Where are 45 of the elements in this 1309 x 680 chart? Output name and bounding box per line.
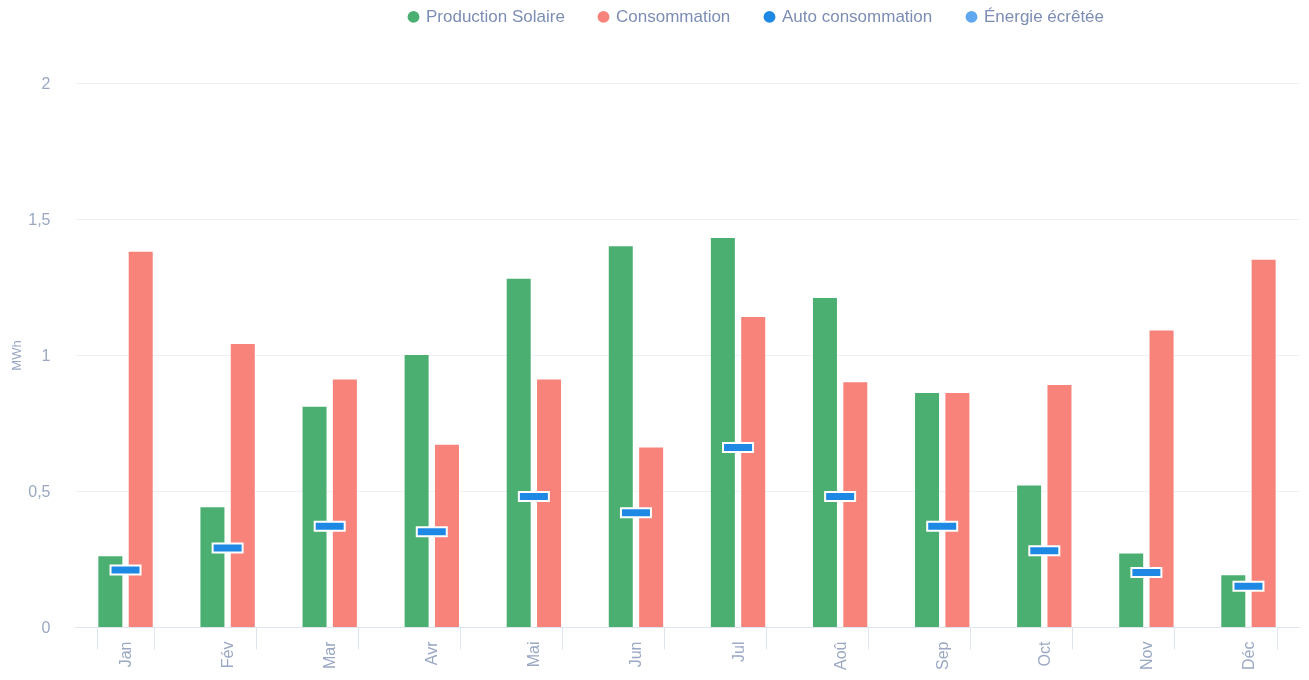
- bar: [1149, 330, 1174, 627]
- x-tick-label: Jul: [729, 641, 747, 662]
- bar: [639, 447, 664, 627]
- y-tick-label: 1: [41, 346, 51, 364]
- bar: [1251, 259, 1276, 627]
- bar: [812, 297, 837, 627]
- bar: [128, 251, 153, 627]
- legend-label: Consommation: [616, 6, 731, 26]
- x-tick-label: Avr: [423, 640, 441, 666]
- legend-label: Auto consommation: [782, 6, 933, 26]
- bar: [1119, 553, 1144, 627]
- bar: [302, 406, 327, 627]
- bar: [230, 344, 255, 627]
- y-tick-label: 0: [41, 618, 51, 636]
- bar: [945, 393, 970, 627]
- bar: [843, 382, 868, 627]
- x-tick-label: Nov: [1137, 641, 1155, 670]
- x-tick-label: Sep: [933, 641, 951, 670]
- x-tick-label: Fév: [219, 641, 237, 669]
- bar: [506, 278, 531, 627]
- bar: [434, 444, 459, 627]
- x-tick-label: Déc: [1239, 641, 1257, 670]
- x-tick-label: Aoû: [831, 641, 849, 670]
- bar: [741, 316, 766, 627]
- bar: [332, 379, 357, 627]
- bar: [537, 379, 562, 627]
- bar: [710, 238, 735, 627]
- x-tick-label: Jun: [627, 641, 645, 668]
- x-tick-label: Oct: [1035, 640, 1053, 667]
- x-tick-label: Jan: [117, 641, 135, 668]
- legend-label: Production Solaire: [426, 6, 565, 26]
- y-tick-label: 1,5: [28, 210, 51, 228]
- bar: [200, 507, 225, 627]
- y-tick-label: 0,5: [28, 482, 51, 500]
- bar: [404, 355, 429, 627]
- bar: [1047, 384, 1072, 627]
- bar: [608, 246, 633, 627]
- bar: [915, 393, 940, 627]
- x-tick-label: Mar: [321, 640, 339, 670]
- y-axis-title: MWh: [9, 340, 25, 371]
- bar: [98, 556, 123, 627]
- bar: [1017, 485, 1042, 627]
- y-tick-label: 2: [41, 74, 51, 92]
- legend-label: Énergie écrêtée: [984, 6, 1105, 26]
- x-tick-label: Mai: [525, 641, 543, 668]
